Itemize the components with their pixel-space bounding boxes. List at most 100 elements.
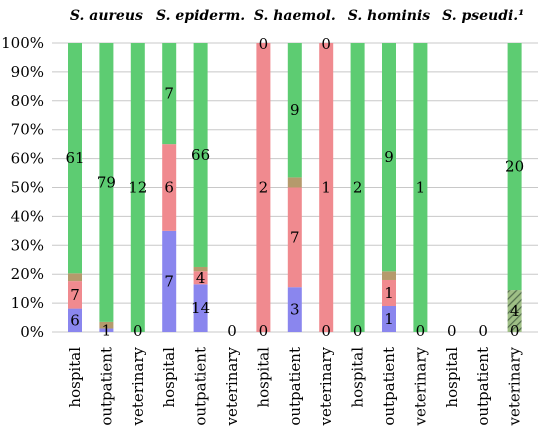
data-label-zero: 0 — [510, 322, 520, 340]
category-label: outpatient — [192, 347, 210, 426]
bar-segment — [413, 43, 428, 332]
y-tick-label: 30% — [11, 236, 44, 254]
bar-segment — [350, 43, 365, 332]
bars — [68, 43, 522, 332]
data-label: 14 — [191, 299, 210, 317]
category-label: outpatient — [380, 347, 398, 426]
data-label: 20 — [505, 158, 524, 176]
category-label: hospital — [160, 347, 178, 408]
y-tick-label: 40% — [11, 207, 44, 225]
data-label: 4 — [196, 269, 206, 287]
bar-segment — [68, 281, 82, 309]
group-label: S. pseudi.¹ — [442, 8, 524, 24]
group-label: S. aureus — [70, 8, 143, 24]
data-label-zero: 0 — [321, 322, 331, 340]
category-label: outpatient — [474, 347, 492, 426]
category-label: outpatient — [286, 347, 304, 426]
data-label: 61 — [65, 149, 84, 167]
y-tick-label: 60% — [11, 150, 44, 168]
bar-segment — [162, 230, 177, 332]
bar-segment — [68, 43, 82, 274]
data-label: 1 — [416, 179, 426, 197]
y-axis-ticks: 0% 10% 20% 30% 40% 50% 60% 70% 80% 90% 100% — [1, 34, 44, 341]
data-label-zero: 0 — [133, 322, 143, 340]
bar-segment — [507, 290, 522, 332]
y-tick-label: 80% — [11, 92, 44, 110]
y-tick-label: 50% — [11, 179, 44, 197]
group-label: S. hominis — [348, 8, 431, 24]
data-label: 12 — [128, 179, 147, 197]
bar-segment — [193, 266, 208, 272]
bar-segment — [68, 308, 82, 332]
data-label-zero: 0 — [353, 322, 363, 340]
y-tick-label: 100% — [1, 34, 44, 52]
data-label: 1 — [321, 179, 331, 197]
data-label-zero: 0 — [447, 322, 457, 340]
y-tick-label: 10% — [11, 294, 44, 312]
data-label: 6 — [164, 179, 174, 197]
data-label: 9 — [384, 148, 394, 166]
data-label: 1 — [384, 310, 394, 328]
data-label: 7 — [70, 286, 80, 304]
data-label-top: 0 — [321, 35, 331, 53]
bar-segment — [193, 43, 208, 267]
y-tick-label: 0% — [20, 323, 44, 341]
group-label: S. epiderm. — [156, 8, 245, 24]
data-label-zero: 0 — [416, 322, 426, 340]
y-tick-label: 70% — [11, 121, 44, 139]
bar-segment — [99, 43, 114, 322]
y-tick-label: 90% — [11, 63, 44, 81]
category-labels: hospital outpatient veterinary hospital outp… — [66, 346, 524, 426]
category-label: hospital — [254, 347, 272, 408]
bar-segment — [287, 43, 302, 178]
data-label: 7 — [290, 228, 300, 246]
data-label: 1 — [102, 321, 112, 339]
category-label: hospital — [66, 347, 84, 408]
bar-segment — [287, 287, 302, 332]
bar-segment — [256, 43, 271, 332]
bar-segment — [68, 273, 82, 282]
data-label: 3 — [290, 301, 300, 319]
category-label: hospital — [443, 347, 461, 408]
bar-segment — [319, 43, 334, 332]
bar-segment — [382, 43, 396, 272]
bar-segment — [162, 144, 177, 231]
bar-segment — [287, 177, 302, 188]
data-label-top: 0 — [259, 35, 269, 53]
data-label: 2 — [259, 179, 269, 197]
data-label: 6 — [70, 311, 80, 329]
data-label: 7 — [164, 272, 174, 290]
data-label: 7 — [164, 85, 174, 103]
data-label: 1 — [384, 284, 394, 302]
data-label-zero: 0 — [478, 322, 488, 340]
group-label: S. haemol. — [254, 8, 336, 24]
data-label: 4 — [510, 302, 520, 320]
bar-segment — [382, 305, 396, 332]
category-label: veterinary — [223, 346, 241, 426]
data-label-zero: 0 — [259, 322, 269, 340]
category-label: veterinary — [317, 346, 335, 426]
bar-segment — [99, 321, 114, 329]
bar-segment — [287, 187, 302, 288]
category-label: veterinary — [129, 346, 147, 426]
category-label: veterinary — [411, 346, 429, 426]
data-label: 66 — [191, 146, 210, 164]
data-label: 2 — [353, 179, 363, 197]
bar-segment — [130, 43, 145, 332]
data-label: 79 — [97, 173, 116, 191]
bar-segment — [382, 271, 396, 280]
data-label: 9 — [290, 101, 300, 119]
category-label: hospital — [349, 347, 367, 408]
group-labels: S. aureus S. epiderm. S. haemol. S. hominis… — [70, 8, 524, 24]
bar-segment — [507, 43, 522, 291]
category-label: outpatient — [97, 347, 115, 426]
bar-segment — [99, 328, 114, 332]
bar-segment — [193, 271, 208, 285]
y-tick-label: 20% — [11, 265, 44, 283]
bar-segment — [382, 279, 396, 306]
bar-segment — [162, 43, 177, 145]
category-label: veterinary — [506, 346, 524, 426]
bar-segment — [193, 284, 208, 332]
